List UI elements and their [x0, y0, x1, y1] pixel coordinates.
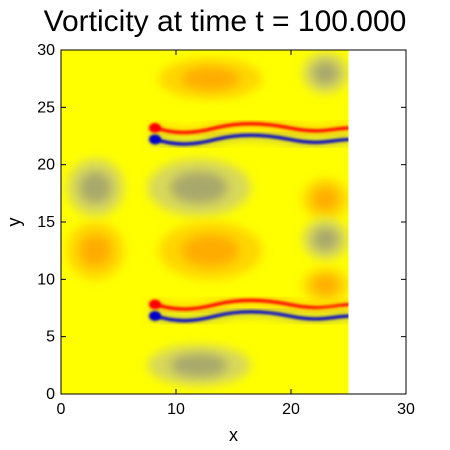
x-tick-label: 20 [282, 401, 300, 418]
y-tick-label: 20 [37, 157, 55, 174]
vortex-core-positive-4 [79, 234, 112, 267]
shear-layer-tip-negative-7 [149, 134, 161, 145]
shear-layer-tip-negative-9 [149, 311, 161, 322]
x-tick-label: 0 [57, 401, 66, 418]
edge_patch-core-positive-12 [312, 275, 339, 295]
vorticity-field [61, 50, 349, 394]
x-tick-label: 10 [167, 401, 185, 418]
field-background [61, 50, 349, 394]
chart-title: Vorticity at time t = 100.000 [43, 5, 407, 38]
edge_patch-core-negative-11 [312, 227, 339, 251]
y-tick-label: 0 [46, 386, 55, 403]
edge_patch-core-negative-13 [312, 61, 339, 85]
shear-layer-positive-6 [151, 122, 349, 135]
vortex-core-positive-0 [182, 67, 239, 91]
vortex-core-negative-5 [79, 171, 112, 204]
vortex-core-positive-2 [182, 234, 239, 267]
shear-layer-negative-7 [151, 133, 349, 146]
edge_patch-core-positive-10 [312, 187, 339, 211]
y-tick-label: 10 [37, 271, 55, 288]
shear-layer-tip-positive-6 [149, 122, 161, 133]
shear-layer-tip-positive-8 [149, 299, 161, 310]
y-tick-label: 5 [46, 329, 55, 346]
y-tick-label: 15 [37, 214, 55, 231]
y-tick-label: 30 [37, 42, 55, 59]
y-axis-label: y [4, 218, 24, 227]
y-tick-label: 25 [37, 99, 55, 116]
shear-layer-positive-8 [151, 298, 349, 311]
axes: 0 10 20 30 0 5 10 15 20 25 30 [37, 42, 415, 418]
shear-layer-negative-9 [151, 310, 349, 323]
x-tick-label: 30 [397, 401, 415, 418]
vortex-core-negative-3 [170, 353, 228, 377]
x-axis-label: x [229, 425, 238, 445]
vortex-core-negative-1 [170, 171, 228, 204]
